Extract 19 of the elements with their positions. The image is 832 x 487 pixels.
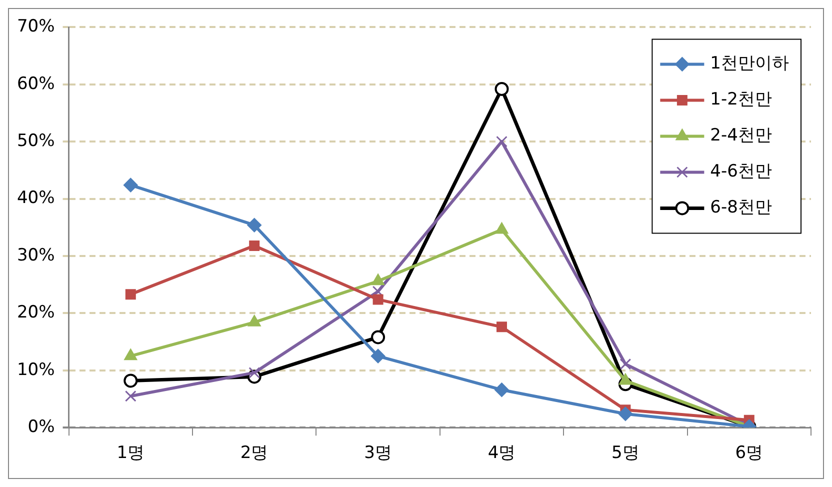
x-tick-label: 2명: [240, 443, 268, 464]
y-tick-label: 60%: [16, 74, 55, 94]
legend-label: 4-6천만: [710, 162, 772, 182]
legend-label: 2-4천만: [710, 126, 772, 146]
y-tick-label: 0%: [28, 417, 55, 438]
x-tick-label: 6명: [735, 443, 764, 464]
y-tick-label: 10%: [16, 360, 55, 380]
x-tick-label: 3명: [364, 443, 392, 464]
x-tick-label: 4명: [488, 443, 516, 464]
y-tick-label: 40%: [16, 188, 55, 208]
y-tick-label: 70%: [16, 16, 55, 37]
y-tick-label: 20%: [16, 302, 55, 323]
legend-label: 1-2천만: [710, 90, 772, 110]
x-tick-label: 1명: [116, 443, 145, 464]
y-tick-label: 50%: [16, 131, 55, 152]
legend-label: 1천만이하: [710, 54, 790, 74]
legend-label: 6-8천만: [710, 198, 772, 218]
y-tick-label: 30%: [16, 245, 55, 266]
x-tick-label: 5명: [612, 443, 640, 464]
